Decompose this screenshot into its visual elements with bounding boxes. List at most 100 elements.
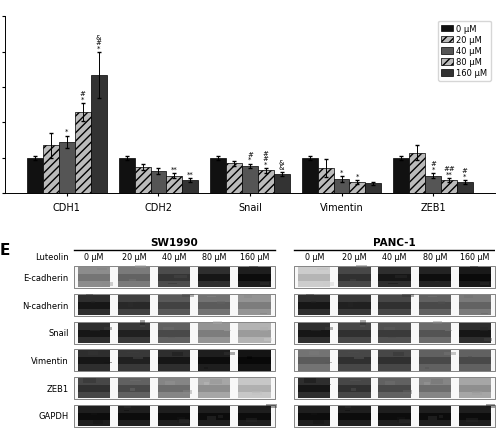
Bar [418, 295, 451, 316]
Bar [348, 302, 354, 307]
Bar [394, 158, 409, 194]
Bar [338, 385, 370, 392]
Text: **: ** [171, 167, 177, 173]
Bar [136, 302, 146, 303]
Text: E-cadherin: E-cadherin [24, 273, 68, 282]
Bar [238, 351, 270, 371]
Bar [360, 321, 366, 326]
Bar [158, 323, 190, 343]
Bar [208, 296, 216, 297]
Bar [177, 417, 184, 421]
Bar [218, 415, 222, 418]
Bar [78, 275, 110, 282]
Bar [78, 385, 110, 392]
Bar [179, 419, 190, 423]
Bar [345, 410, 350, 411]
Bar [218, 302, 224, 304]
Bar [306, 295, 314, 299]
Bar [252, 391, 262, 395]
Bar [350, 388, 356, 391]
Bar [298, 413, 330, 420]
Bar [130, 279, 136, 282]
Bar [378, 385, 410, 392]
Bar [338, 295, 370, 316]
Bar [468, 356, 472, 359]
Text: PANC-1: PANC-1 [373, 237, 416, 247]
Bar [204, 382, 210, 385]
Bar [182, 390, 192, 394]
Bar [394, 357, 404, 358]
Bar [78, 406, 110, 426]
Bar [384, 328, 394, 331]
Bar [378, 295, 410, 316]
Bar [348, 352, 360, 353]
Bar [118, 378, 150, 398]
Bar [78, 351, 110, 371]
Bar [118, 385, 150, 392]
Bar [198, 295, 230, 316]
Bar [150, 172, 166, 194]
Bar [298, 275, 330, 282]
Bar [264, 338, 272, 341]
Text: *: * [356, 173, 359, 179]
Bar [424, 368, 428, 369]
Bar [118, 295, 150, 316]
Bar [366, 184, 381, 194]
Bar [418, 385, 451, 392]
Bar [378, 302, 410, 309]
Bar [158, 406, 190, 426]
Bar [92, 421, 104, 424]
Bar [163, 328, 174, 331]
Text: N-cadherin: N-cadherin [22, 301, 68, 310]
Bar [418, 351, 451, 371]
Bar [78, 378, 110, 398]
Bar [198, 406, 230, 426]
Bar [298, 330, 330, 337]
Text: Vimentin: Vimentin [31, 356, 68, 365]
Bar [78, 295, 110, 316]
Bar [378, 413, 410, 420]
Bar [338, 268, 370, 288]
Bar [118, 406, 150, 426]
Bar [182, 181, 198, 194]
Bar [457, 182, 472, 194]
Bar [386, 381, 395, 385]
Bar [238, 406, 270, 426]
Bar [74, 294, 274, 316]
Bar [441, 181, 457, 194]
Bar [238, 295, 270, 316]
Bar [59, 143, 75, 194]
Bar [458, 330, 491, 337]
Bar [345, 407, 352, 408]
Bar [266, 404, 277, 408]
Bar [294, 405, 495, 427]
Bar [338, 330, 370, 337]
Bar [75, 113, 90, 194]
Bar [198, 330, 230, 337]
Text: 40 μM: 40 μM [382, 252, 406, 261]
Bar [246, 418, 257, 422]
Bar [338, 378, 370, 398]
Bar [486, 404, 498, 408]
Bar [252, 389, 260, 393]
Bar [158, 358, 190, 365]
Bar [294, 377, 495, 399]
Bar [118, 268, 150, 288]
Bar [260, 283, 268, 285]
Bar [158, 302, 190, 309]
Text: #
*: # * [462, 168, 468, 179]
Bar [248, 356, 252, 359]
Bar [298, 295, 330, 316]
Bar [249, 266, 258, 271]
Bar [324, 327, 332, 330]
Bar [204, 368, 208, 369]
Bar [350, 279, 356, 282]
Bar [158, 330, 190, 337]
Bar [338, 358, 370, 365]
Bar [198, 275, 230, 282]
Bar [378, 378, 410, 398]
Bar [338, 406, 370, 426]
Bar [378, 406, 410, 426]
Bar [458, 413, 491, 420]
Bar [118, 302, 150, 309]
